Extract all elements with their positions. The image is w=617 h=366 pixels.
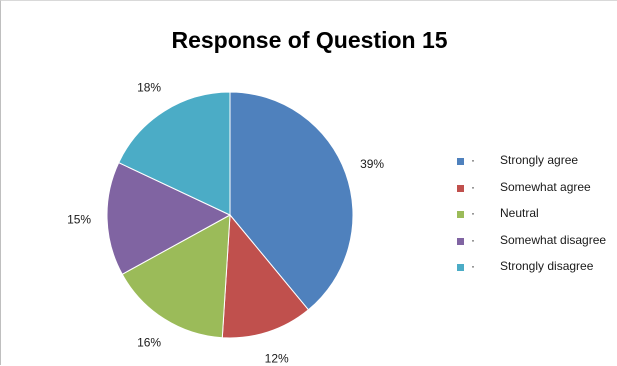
legend-marker: · bbox=[471, 232, 475, 247]
pie-value-label: 12% bbox=[265, 352, 289, 366]
legend-label: Somewhat disagree bbox=[500, 232, 607, 247]
legend-marker: · bbox=[471, 179, 475, 194]
legend-label: Strongly agree bbox=[500, 153, 579, 167]
legend-marker: · bbox=[471, 153, 475, 167]
legend-marker: · bbox=[471, 259, 475, 273]
pie-value-label: 15% bbox=[67, 213, 91, 227]
legend-label: Neutral bbox=[500, 206, 539, 220]
legend-item: · Neutral bbox=[457, 206, 617, 233]
legend-swatch bbox=[457, 184, 464, 192]
pie-value-label: 18% bbox=[137, 81, 161, 95]
legend-item: · Somewhat disagree bbox=[457, 233, 617, 260]
pie-slices bbox=[106, 91, 354, 339]
pie-slice-strongly-disagree bbox=[118, 91, 231, 216]
pie-slice-somewhat-disagree bbox=[106, 161, 232, 275]
pie-slice-somewhat-agree bbox=[221, 213, 310, 339]
legend: · Strongly agree · Somewhat agree · Neutral · S… bbox=[457, 153, 617, 286]
legend-swatch bbox=[457, 211, 464, 218]
pie-value-labels: 39% 12% 16% 15% 18% bbox=[67, 81, 384, 366]
pie-value-label: 39% bbox=[360, 157, 384, 171]
pie-slice-neutral bbox=[121, 214, 231, 339]
pie-value-label: 16% bbox=[137, 336, 161, 350]
legend-swatch bbox=[457, 158, 464, 165]
legend-marker: · bbox=[471, 206, 475, 220]
legend-item: · Somewhat agree bbox=[457, 180, 617, 207]
chart-title: Response of Question 15 bbox=[171, 27, 448, 53]
legend-item: · Strongly disagree bbox=[457, 259, 617, 286]
pie-slice-strongly-agree bbox=[229, 91, 354, 311]
legend-swatch bbox=[457, 264, 464, 271]
legend-label: Strongly disagree bbox=[500, 259, 594, 273]
legend-swatch bbox=[457, 237, 464, 245]
legend-label: Somewhat agree bbox=[500, 179, 591, 194]
legend-item: · Strongly agree bbox=[457, 153, 617, 180]
